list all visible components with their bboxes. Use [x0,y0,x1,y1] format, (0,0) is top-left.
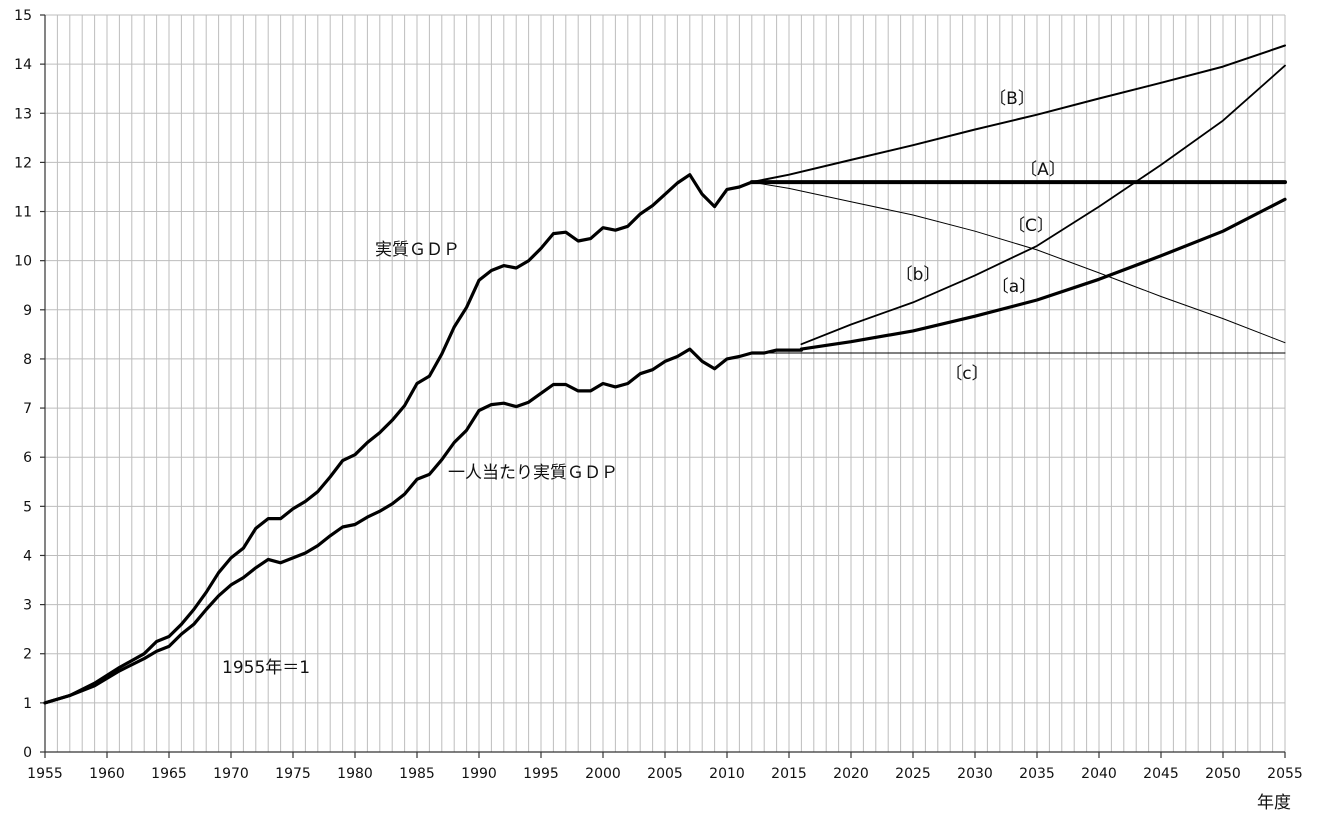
x-tick-label: 1965 [151,766,187,782]
series-label-3: 〔A〕 [1020,160,1066,180]
x-tick-label: 2035 [1019,766,1055,782]
series-label-5: 〔C〕 [1008,216,1054,236]
series-label-8: 〔c〕 [945,364,988,384]
y-tick-label: 6 [23,450,32,466]
series-label-2: 一人当たり実質ＧＤＰ [448,463,618,483]
x-tick-label: 2030 [957,766,993,782]
y-tick-label: 9 [23,303,32,319]
x-tick-label: 1970 [213,766,249,782]
series-line-5 [751,181,1286,344]
x-tick-label: 2000 [585,766,621,782]
y-tick-label: 0 [23,745,32,761]
y-tick-label: 8 [23,352,32,368]
x-tick-label: 2045 [1143,766,1179,782]
series-label-1: 実質ＧＤＰ [375,240,460,260]
x-tick-label: 1975 [275,766,311,782]
grid-layer [44,14,1286,753]
series-line-1 [43,173,754,705]
series-line-6 [799,197,1287,351]
y-tick-label: 1 [23,696,32,712]
y-tick-label: 7 [23,401,32,417]
series-line-4 [750,44,1286,184]
y-tick-label: 13 [14,106,32,122]
x-tick-label: 1955 [27,766,63,782]
y-tick-label: 5 [23,499,32,515]
label-layer: 実質ＧＤＰ 一人当たり実質ＧＤＰ 〔A〕 〔B〕〔C〕〔a〕 〔b〕〔c〕 1955年＝1 [222,89,1066,678]
x-tick-label: 1960 [89,766,125,782]
series-line-2 [43,347,804,705]
x-tick-label: 1995 [523,766,559,782]
x-tick-label: 2005 [647,766,683,782]
y-tick-label: 10 [14,254,32,270]
series-label-6: 〔a〕 [992,277,1036,297]
y-tick-label: 3 [23,598,32,614]
x-tick-label: 1985 [399,766,435,782]
x-tick-label: 1990 [461,766,497,782]
x-tick-label: 2055 [1267,766,1303,782]
x-tick-label: 2025 [895,766,931,782]
x-tick-label: 2040 [1081,766,1117,782]
series-label-7: 〔b〕 [896,265,941,285]
x-axis-label: 年度 [1257,793,1291,813]
x-tick-label: 2020 [833,766,869,782]
y-tick-label: 15 [14,8,32,24]
series-layer [43,44,1287,705]
x-tick-label: 2050 [1205,766,1241,782]
base-year-annotation: 1955年＝1 [222,658,310,678]
y-tick-label: 14 [14,57,32,73]
series-line-7 [800,64,1286,346]
x-tick-label: 2010 [709,766,745,782]
series-label-4: 〔B〕 [989,89,1035,109]
y-tick-label: 12 [14,155,32,171]
y-tick-label: 2 [23,647,32,663]
y-tick-label: 4 [23,548,32,564]
x-tick-label: 2015 [771,766,807,782]
x-tick-label: 1980 [337,766,373,782]
y-tick-label: 11 [14,205,32,221]
